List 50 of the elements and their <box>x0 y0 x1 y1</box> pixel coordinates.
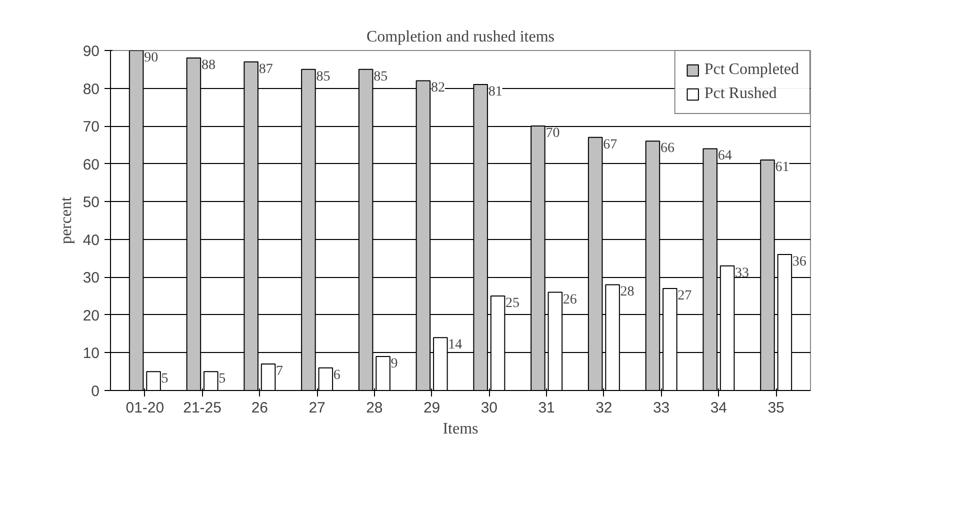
x-tick-label: 29 <box>423 400 440 416</box>
y-tick-label: 50 <box>82 194 100 212</box>
y-tick-label: 60 <box>82 156 100 174</box>
x-tick-label: 21-25 <box>183 400 222 416</box>
data-label: 6 <box>333 368 340 383</box>
data-label: 28 <box>620 284 634 300</box>
data-label: 5 <box>218 372 226 387</box>
data-label: 82 <box>430 80 445 96</box>
data-label: 88 <box>201 58 216 74</box>
y-tick-label: 30 <box>82 270 100 287</box>
x-axis-title: Items <box>442 420 478 438</box>
data-label: 81 <box>488 84 502 100</box>
data-label: 67 <box>603 137 618 152</box>
y-tick-label: 40 <box>82 232 100 249</box>
x-tick-label: 28 <box>366 400 383 416</box>
x-tick-label: 30 <box>480 400 498 416</box>
y-tick-label: 10 <box>82 345 100 362</box>
x-tick-label: 27 <box>308 400 326 416</box>
x-tick-label: 31 <box>538 400 555 416</box>
data-label: 14 <box>448 338 462 353</box>
legend-label: Pct Completed <box>704 61 799 79</box>
data-label: 87 <box>258 62 273 77</box>
data-label: 70 <box>546 126 560 142</box>
data-label: 25 <box>506 296 520 312</box>
data-label: 85 <box>374 69 388 84</box>
y-tick-label: 20 <box>82 307 100 324</box>
x-tick-label: 26 <box>251 400 268 416</box>
x-tick-label: 33 <box>652 400 670 416</box>
y-axis-title: percent <box>58 196 75 244</box>
x-tick-label: 35 <box>768 400 784 416</box>
x-tick-label: 01-20 <box>126 400 164 416</box>
data-label: 5 <box>161 372 168 387</box>
y-tick-label: 90 <box>82 43 100 60</box>
chart-title: Completion and rushed items <box>366 28 554 46</box>
data-label: 27 <box>678 288 692 304</box>
data-label: 7 <box>276 364 284 380</box>
x-tick-label: 34 <box>710 400 728 416</box>
data-label: 26 <box>562 292 577 308</box>
data-label: 61 <box>775 160 790 176</box>
legend-label: Pct Rushed <box>704 85 777 103</box>
data-label: 9 <box>390 356 398 372</box>
data-label: 85 <box>316 69 330 84</box>
y-tick-label: 80 <box>82 80 100 98</box>
y-tick-label: 0 <box>91 383 100 400</box>
y-tick-label: 70 <box>82 118 100 136</box>
data-label: 66 <box>660 141 674 156</box>
data-label: 90 <box>144 50 158 66</box>
x-tick-label: 32 <box>596 400 612 416</box>
data-label: 36 <box>792 254 806 270</box>
data-label: 64 <box>718 148 732 164</box>
